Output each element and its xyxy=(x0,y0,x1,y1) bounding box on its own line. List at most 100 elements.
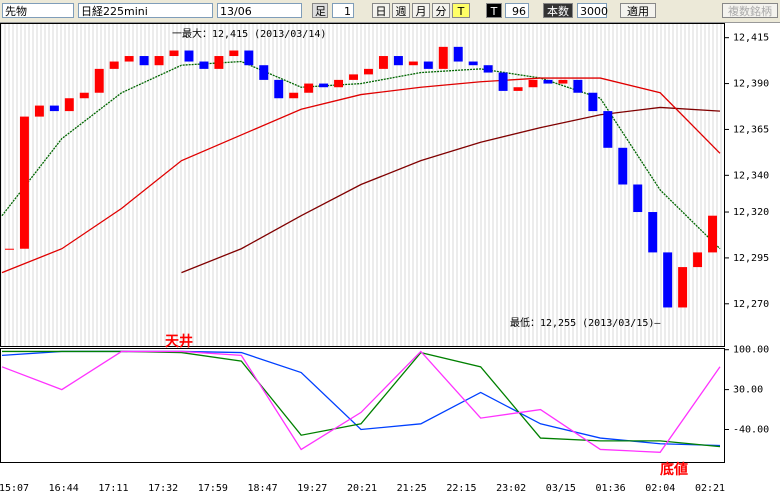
indicator-line xyxy=(1,350,721,447)
apply-button[interactable]: 適用 xyxy=(620,3,656,18)
candle xyxy=(289,92,299,99)
y-tick-label: 100.00 xyxy=(733,345,769,356)
candle xyxy=(334,79,344,88)
x-tick-label: 22:15 xyxy=(446,483,476,494)
y-tick-label: 12,340 xyxy=(733,170,769,181)
x-tick-label: 15:07 xyxy=(0,483,29,494)
x-tick-label: 01:36 xyxy=(596,483,626,494)
x-tick-label: 18:47 xyxy=(248,483,278,494)
candle xyxy=(124,56,134,62)
candle xyxy=(678,267,688,308)
min-note: 最低：12,255 (2013/03/15)— xyxy=(510,316,661,329)
x-tick-label: 21:25 xyxy=(397,483,427,494)
y-tick-label: 12,390 xyxy=(733,79,769,90)
candle xyxy=(274,79,284,99)
y-tick-label: 30.00 xyxy=(733,385,763,396)
period-day[interactable]: 日 xyxy=(372,3,390,18)
osc-frame xyxy=(0,348,725,463)
candle xyxy=(618,147,628,185)
x-tick-label: 02:21 xyxy=(695,483,725,494)
candle xyxy=(79,92,89,99)
candle xyxy=(588,92,598,112)
candle xyxy=(483,65,493,73)
y-tick-label: -40.00 xyxy=(733,425,769,436)
candle xyxy=(453,46,463,62)
max-note: 一最大：12,415 (2013/03/14) xyxy=(172,27,326,40)
candle xyxy=(408,61,418,66)
candle xyxy=(94,68,104,93)
candle xyxy=(423,61,433,69)
candle xyxy=(663,252,673,308)
bar-label: 足 xyxy=(312,3,328,18)
x-tick-label: 17:32 xyxy=(148,483,178,494)
candle xyxy=(199,61,209,69)
x-tick-label: 16:44 xyxy=(49,483,79,494)
x-tick-label: 19:27 xyxy=(297,483,327,494)
candle xyxy=(543,79,553,84)
candle xyxy=(349,74,358,80)
toolbar: 先物 日経225mini 13/06 足 1 日 週 月 分 T T 96 本数… xyxy=(0,0,780,23)
x-tick-label: 20:21 xyxy=(347,483,377,494)
candle xyxy=(633,184,643,213)
indicator-line xyxy=(181,106,721,274)
candle xyxy=(49,105,59,112)
x-tick-label: 03/15 xyxy=(546,483,576,494)
y-tick-label: 12,270 xyxy=(733,299,769,310)
candle xyxy=(19,116,29,249)
candle xyxy=(5,248,14,250)
candle xyxy=(229,50,239,57)
indicator-line xyxy=(1,350,721,453)
bars-input[interactable]: 3000 xyxy=(577,3,608,18)
indicator-line xyxy=(1,77,721,274)
y-tick-label: 12,295 xyxy=(733,253,769,264)
candle xyxy=(154,56,164,66)
candle xyxy=(573,79,583,93)
candle xyxy=(184,50,194,62)
candle xyxy=(244,50,254,66)
y-tick-label: 12,415 xyxy=(733,33,769,44)
candle xyxy=(693,252,703,268)
candle xyxy=(393,56,403,66)
candle xyxy=(169,50,179,57)
period-month[interactable]: 月 xyxy=(412,3,430,18)
top-note: 天井 xyxy=(165,333,193,350)
indicator-line xyxy=(2,350,721,448)
candle xyxy=(513,87,523,91)
y-tick-label: 12,320 xyxy=(733,207,769,218)
candle xyxy=(528,79,538,88)
chart: 一最大：12,415 (2013/03/14) 最低：12,255 (2013/… xyxy=(0,23,769,494)
x-tick-label: 02:04 xyxy=(645,483,675,494)
indicator-line xyxy=(1,60,721,250)
candle xyxy=(109,61,119,69)
t-label: T xyxy=(486,3,502,18)
period-tick[interactable]: T xyxy=(452,3,470,18)
candle xyxy=(498,72,508,91)
count-input[interactable]: 96 xyxy=(505,3,529,18)
candle xyxy=(259,65,269,80)
count-label: 本数 xyxy=(543,3,573,18)
candle xyxy=(603,111,613,148)
candle xyxy=(378,56,388,69)
month-select[interactable]: 13/06 xyxy=(217,3,302,18)
period-week[interactable]: 週 xyxy=(392,3,410,18)
multi-button[interactable]: 複数銘柄 xyxy=(722,3,778,18)
candle xyxy=(364,68,373,75)
x-tick-label: 17:59 xyxy=(198,483,228,494)
symbol-select[interactable]: 日経225mini xyxy=(78,3,213,18)
candle xyxy=(708,215,717,253)
interval-input[interactable]: 1 xyxy=(332,3,354,18)
period-minute[interactable]: 分 xyxy=(432,3,450,18)
candle xyxy=(648,212,658,253)
y-tick-label: 12,365 xyxy=(733,124,769,135)
candle xyxy=(304,83,314,93)
market-select[interactable]: 先物 xyxy=(2,3,74,18)
candle xyxy=(34,105,44,117)
bottom-note: 底値 xyxy=(660,461,688,478)
candle xyxy=(64,98,74,112)
candle xyxy=(139,56,149,66)
candle xyxy=(214,56,224,69)
price-frame xyxy=(0,23,725,347)
candle xyxy=(468,61,478,66)
candle xyxy=(438,46,448,69)
